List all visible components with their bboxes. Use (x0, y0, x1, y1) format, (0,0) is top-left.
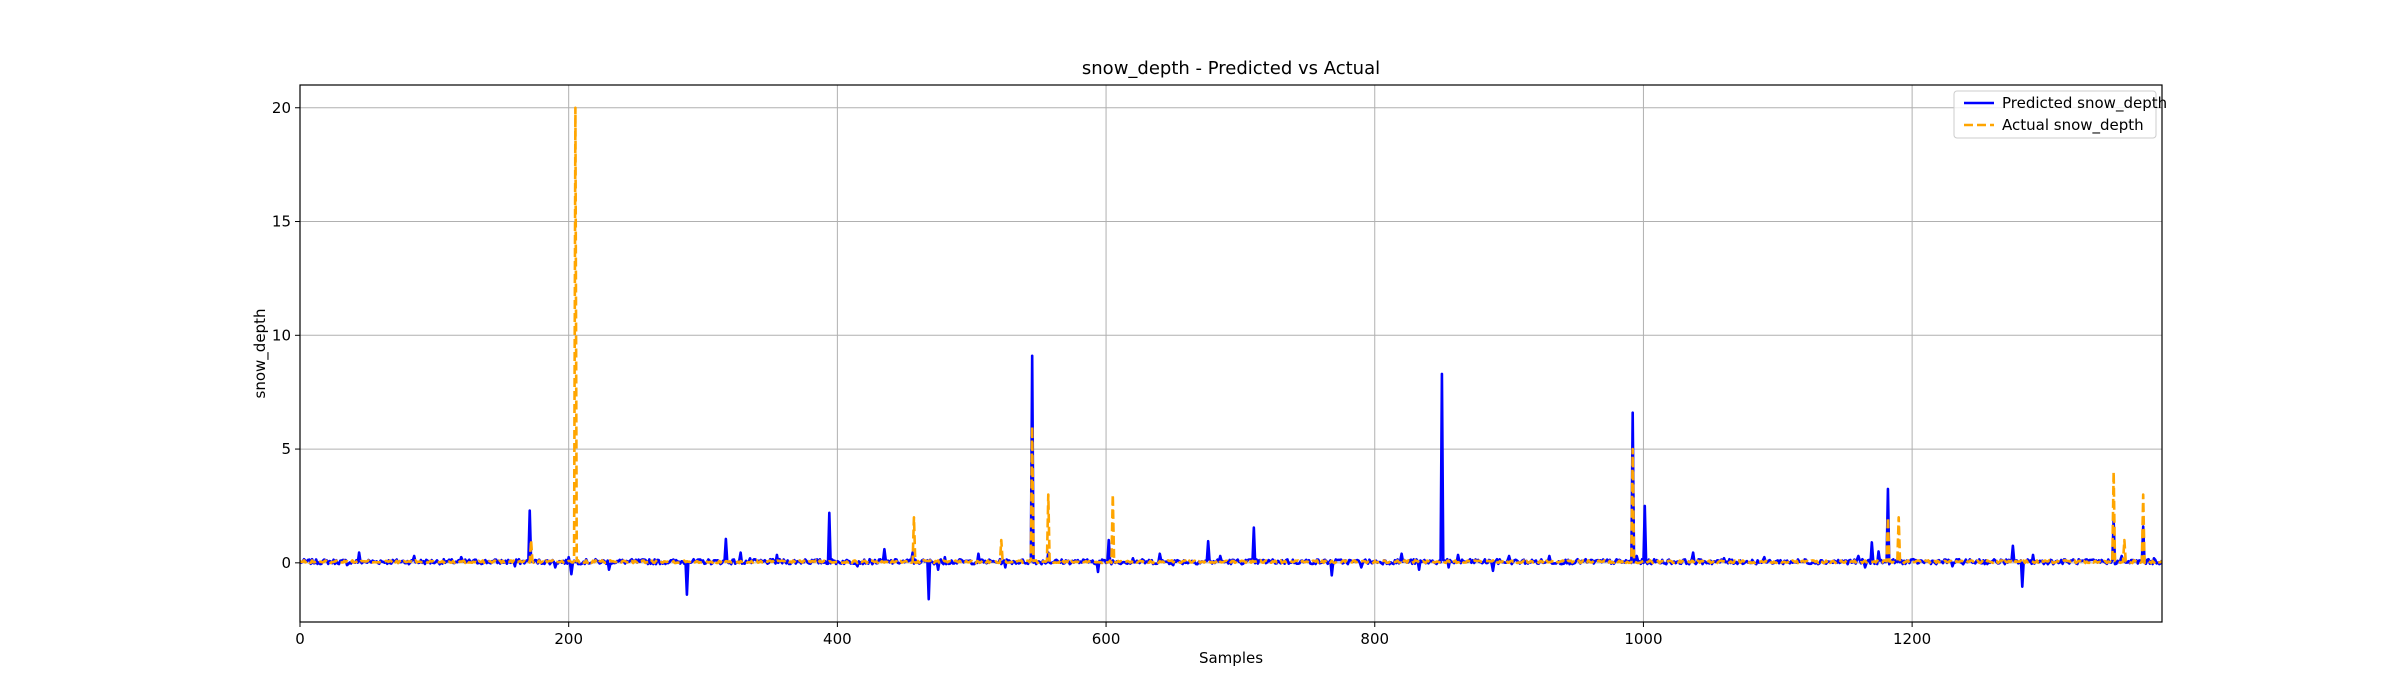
y-tick-label: 10 (272, 326, 291, 344)
actual-series-line (300, 106, 2162, 565)
legend-entry-label: Predicted snow_depth (2002, 94, 2167, 113)
legend-box (1953, 90, 2157, 139)
y-axis-label: snow_depth (251, 309, 270, 399)
x-tick-label: 800 (1360, 630, 1389, 648)
plot-frame (299, 84, 2163, 623)
legend: Predicted snow_depth Actual snow_depth (1953, 90, 2167, 139)
x-tick-label: 200 (554, 630, 583, 648)
series-layer (300, 106, 2162, 601)
x-tick-label: 1000 (1624, 630, 1662, 648)
y-tick-label: 15 (272, 213, 291, 231)
y-tick-label: 0 (281, 554, 291, 572)
legend-entry-label: Actual snow_depth (2002, 116, 2144, 135)
x-tick-label: 0 (295, 630, 305, 648)
y-tick-label: 20 (272, 99, 291, 117)
x-axis-label: Samples (1199, 649, 1263, 667)
x-tick-label: 1200 (1893, 630, 1931, 648)
y-tick-label: 5 (281, 440, 291, 458)
axis-ticks: 0 200 400 600 800 1000 1200 0 5 10 15 20 (272, 99, 1931, 648)
x-tick-label: 400 (823, 630, 852, 648)
x-tick-label: 600 (1092, 630, 1121, 648)
chart-title: snow_depth - Predicted vs Actual (1082, 58, 1380, 79)
